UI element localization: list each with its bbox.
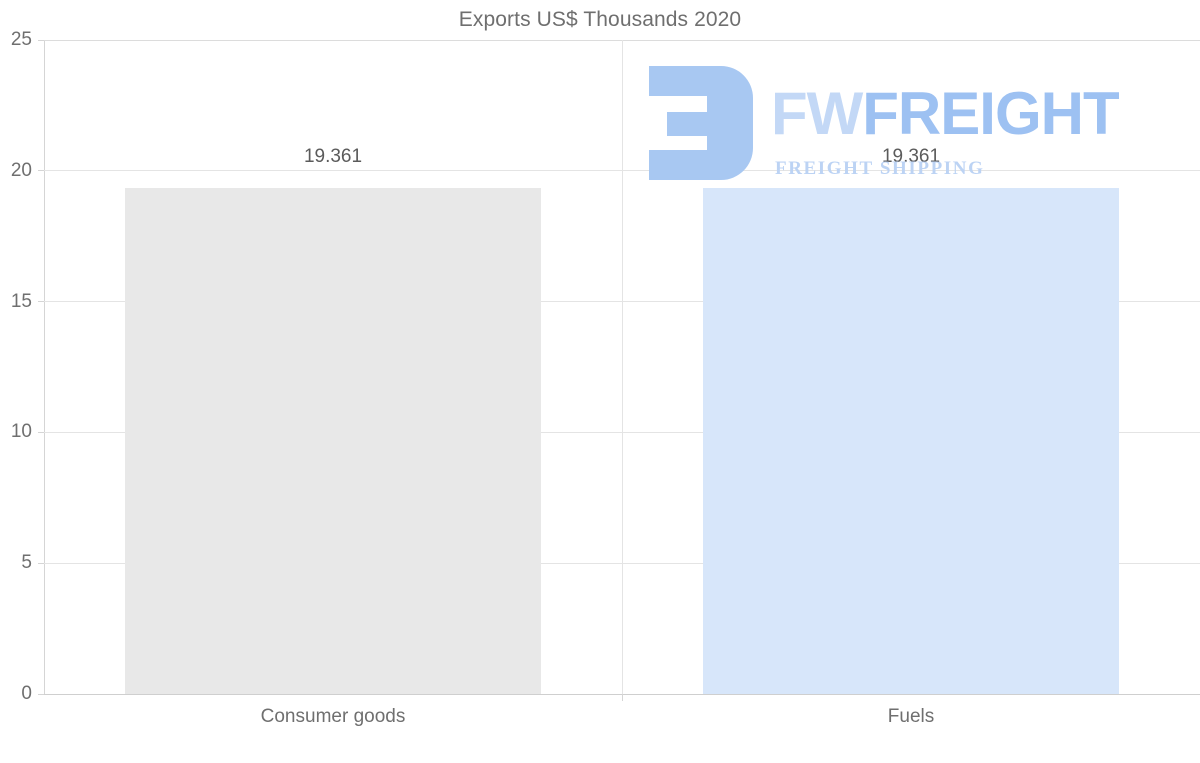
y-axis-tick-mark bbox=[38, 694, 44, 695]
chart-title: Exports US$ Thousands 2020 bbox=[458, 8, 742, 31]
gridline-vertical bbox=[622, 40, 623, 694]
plot-area: 0 5 10 15 20 25 19.361 19.361 bbox=[11, 29, 1200, 704]
y-axis-tick-mark bbox=[38, 40, 44, 41]
bar-value-label: 19.361 bbox=[303, 145, 363, 167]
y-axis-tick-mark bbox=[38, 563, 44, 564]
bar-value-label: 19.361 bbox=[881, 145, 941, 167]
y-axis-tick-label: 5 bbox=[21, 552, 32, 574]
y-axis-tick-label: 10 bbox=[10, 421, 32, 443]
y-axis-tick-label: 25 bbox=[10, 29, 32, 50]
y-axis-tick-mark bbox=[38, 170, 44, 171]
y-axis-tick-label: 0 bbox=[21, 683, 32, 704]
bar[interactable] bbox=[703, 188, 1119, 694]
x-axis-tick-mark bbox=[622, 694, 623, 701]
x-axis-category-label: Consumer goods bbox=[260, 706, 406, 727]
y-axis-tick-label: 20 bbox=[10, 159, 32, 181]
bar[interactable] bbox=[125, 188, 541, 694]
x-axis-category-label: Fuels bbox=[887, 706, 935, 727]
y-axis-line bbox=[44, 40, 45, 695]
y-axis-tick-label: 15 bbox=[10, 290, 32, 312]
y-axis-tick-mark bbox=[38, 432, 44, 433]
y-axis-tick-mark bbox=[38, 301, 44, 302]
